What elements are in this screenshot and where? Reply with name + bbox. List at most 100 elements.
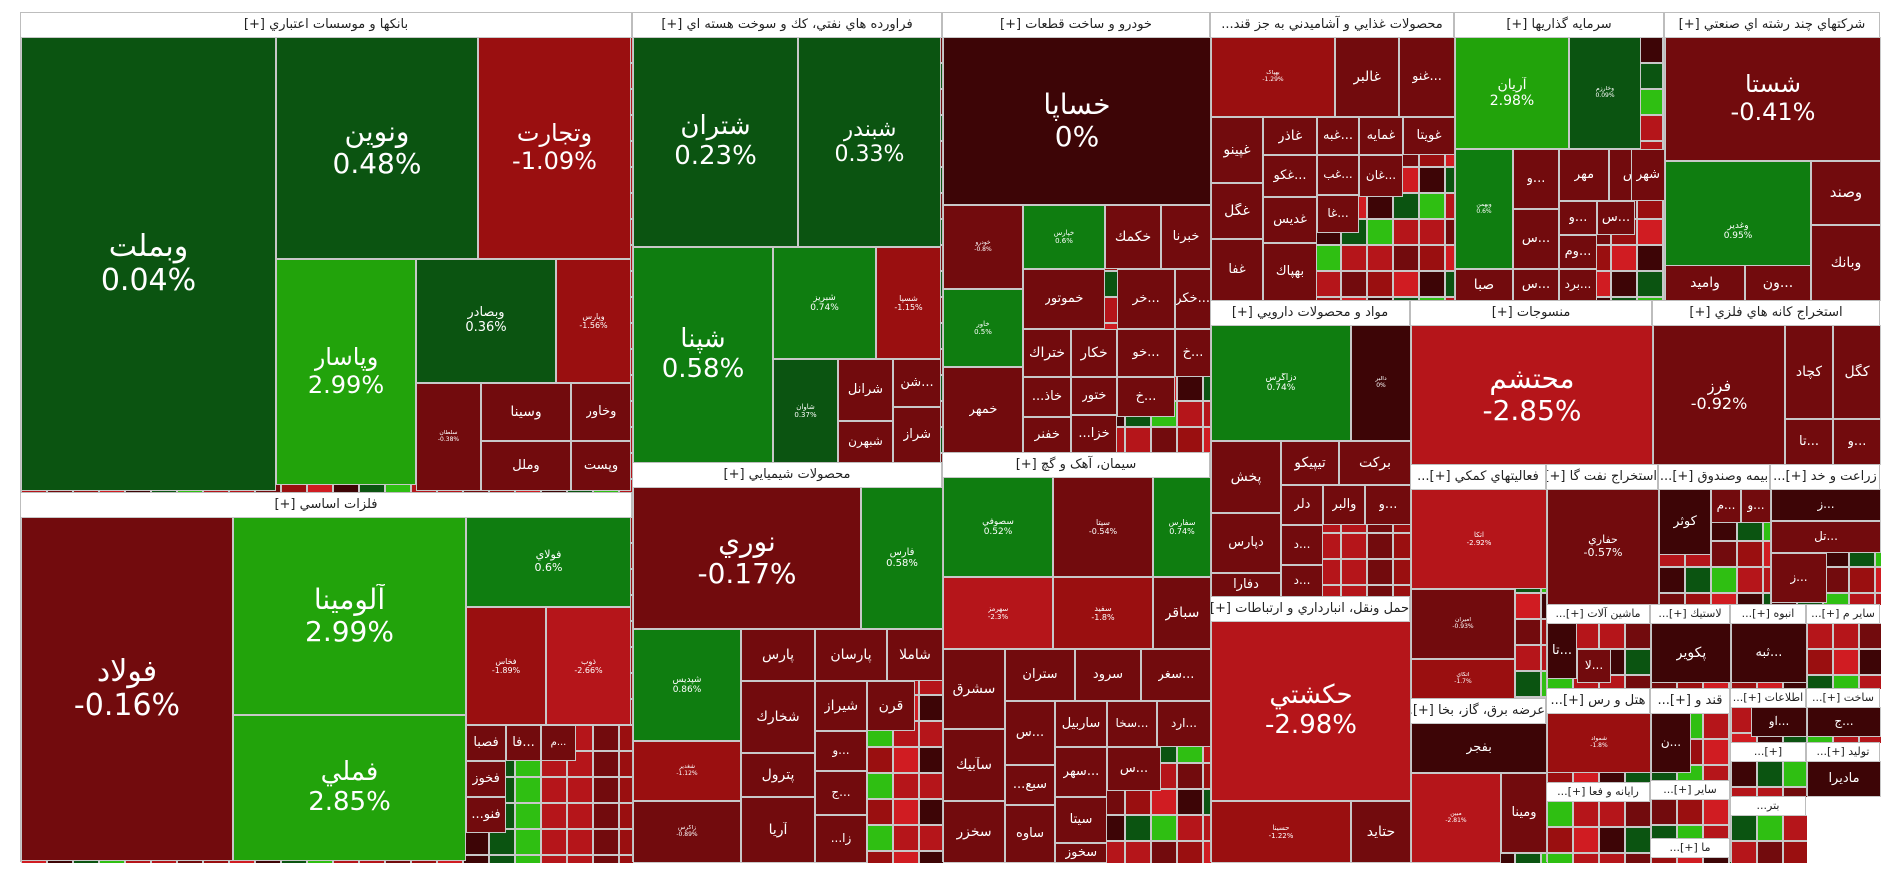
minor-tile[interactable] [1703,857,1729,863]
minor-tile[interactable] [619,829,633,855]
stock-tile[interactable]: خكمك [1105,205,1161,269]
minor-tile[interactable] [893,747,919,773]
minor-tile[interactable] [541,829,567,855]
minor-tile[interactable] [593,829,619,855]
minor-tile[interactable] [1393,271,1419,297]
stock-tile[interactable]: ...غنو [1399,37,1455,117]
stock-tile[interactable]: صبا [1455,269,1513,301]
minor-tile[interactable] [1367,533,1393,559]
sector-title[interactable]: فراورده هاي نفتي، كك و سوخت هسته اي [+] [633,13,941,37]
stock-tile[interactable]: مبين -2.81% [1411,773,1501,863]
stock-tile[interactable]: فارس 0.58% [861,487,943,629]
stock-tile[interactable]: سباقر [1153,577,1211,649]
minor-tile[interactable] [1703,739,1729,765]
stock-tile[interactable]: ...برد [1559,269,1597,301]
sector-title[interactable]: هتل و رس [+]... [1547,689,1649,713]
sector-title[interactable]: عرضه برق، گاز، بخا [+]... [1411,699,1545,723]
stock-tile[interactable]: شغدير -1.12% [633,741,741,801]
minor-tile[interactable] [867,851,893,863]
stock-tile[interactable]: فنو... [466,797,506,833]
stock-tile[interactable]: شرانل [838,359,893,421]
stock-tile[interactable]: ساوه [1005,805,1055,863]
minor-tile[interactable] [1177,815,1203,841]
minor-tile[interactable] [1737,541,1763,567]
stock-tile[interactable]: سفيد -1.8% [1053,577,1153,649]
stock-tile[interactable]: ...س [1005,701,1055,765]
minor-tile[interactable] [541,855,567,863]
minor-tile[interactable] [867,747,893,773]
stock-tile[interactable]: خبرنا [1161,205,1211,269]
stock-tile[interactable]: وتجارت -1.09% [478,37,631,259]
minor-tile[interactable] [593,855,619,863]
minor-tile[interactable] [1731,815,1757,841]
stock-tile[interactable]: خاور 0.5% [943,289,1023,367]
stock-tile[interactable]: غويتا [1403,117,1455,155]
minor-tile[interactable] [1731,841,1757,863]
stock-tile[interactable]: والبر [1323,485,1365,525]
minor-tile[interactable] [619,803,633,829]
minor-tile[interactable] [1341,245,1367,271]
sector-title[interactable]: ساخت [+]... [1807,689,1879,707]
minor-tile[interactable] [619,725,633,751]
stock-tile[interactable]: ...فا [506,725,541,761]
stock-tile[interactable]: ...س [1513,269,1559,301]
minor-tile[interactable] [1859,623,1881,649]
stock-tile[interactable]: ...س [1107,747,1161,791]
minor-tile[interactable] [1807,649,1833,675]
stock-tile[interactable]: پارس [741,629,815,681]
stock-tile[interactable]: شپنا 0.58% [633,247,773,463]
stock-tile[interactable]: ...تا [1785,419,1833,465]
sector-title[interactable]: خودرو و ساخت قطعات [+] [943,13,1209,37]
minor-tile[interactable] [1367,219,1393,245]
stock-tile[interactable]: بفجر [1411,723,1547,773]
stock-tile[interactable]: وصند [1811,161,1881,225]
minor-tile[interactable] [1757,815,1783,841]
minor-tile[interactable] [1419,167,1445,193]
stock-tile[interactable]: ...و [1741,489,1771,523]
minor-tile[interactable] [567,855,593,863]
stock-tile[interactable]: آلومينا 2.99% [233,517,466,715]
sector-title[interactable]: قند و [+]... [1651,689,1729,713]
stock-tile[interactable]: ...سخا [1107,701,1157,747]
minor-tile[interactable] [919,773,943,799]
minor-tile[interactable] [1677,799,1703,825]
minor-tile[interactable] [489,855,515,863]
minor-tile[interactable] [1737,567,1763,593]
stock-tile[interactable]: پخش [1211,441,1281,513]
stock-tile[interactable]: حفاري -0.57% [1547,489,1659,605]
stock-tile[interactable]: دفارا [1211,573,1281,597]
stock-tile[interactable]: فملي 2.85% [233,715,466,861]
minor-tile[interactable] [1637,219,1663,245]
minor-tile[interactable] [867,825,893,851]
stock-tile[interactable]: ...م [1711,489,1741,523]
minor-tile[interactable] [1859,649,1881,675]
minor-tile[interactable] [1731,761,1757,787]
stock-tile[interactable]: واميد [1665,265,1745,301]
stock-tile[interactable]: ...ز [1771,489,1881,521]
minor-tile[interactable] [1547,801,1573,827]
minor-tile[interactable] [1849,567,1875,593]
minor-tile[interactable] [1341,271,1367,297]
minor-tile[interactable] [1151,427,1177,453]
minor-tile[interactable] [1151,841,1177,863]
stock-tile[interactable]: ...ون [1745,265,1811,301]
stock-tile[interactable]: ...و [1833,419,1881,465]
minor-tile[interactable] [1807,623,1833,649]
minor-tile[interactable] [1151,815,1177,841]
minor-tile[interactable] [1515,593,1541,619]
minor-tile[interactable] [1677,825,1703,839]
stock-tile[interactable]: ...و [815,731,867,771]
minor-tile[interactable] [1833,623,1859,649]
minor-tile[interactable] [1659,567,1685,593]
stock-tile[interactable]: ...و [1513,149,1559,209]
sector-title[interactable]: فعاليتهاي كمكي [+]... [1411,465,1545,489]
stock-tile[interactable]: غپينو [1211,117,1263,183]
sector-title[interactable]: بتر... [1731,797,1805,815]
stock-tile[interactable]: ...غان [1359,155,1403,197]
stock-tile[interactable]: سشرق [943,649,1005,729]
minor-tile[interactable] [1677,857,1703,863]
minor-tile[interactable] [1367,559,1393,585]
stock-tile[interactable]: شتران 0.23% [633,37,798,247]
minor-tile[interactable] [1833,675,1859,689]
stock-tile[interactable]: فولاي 0.6% [466,517,631,607]
